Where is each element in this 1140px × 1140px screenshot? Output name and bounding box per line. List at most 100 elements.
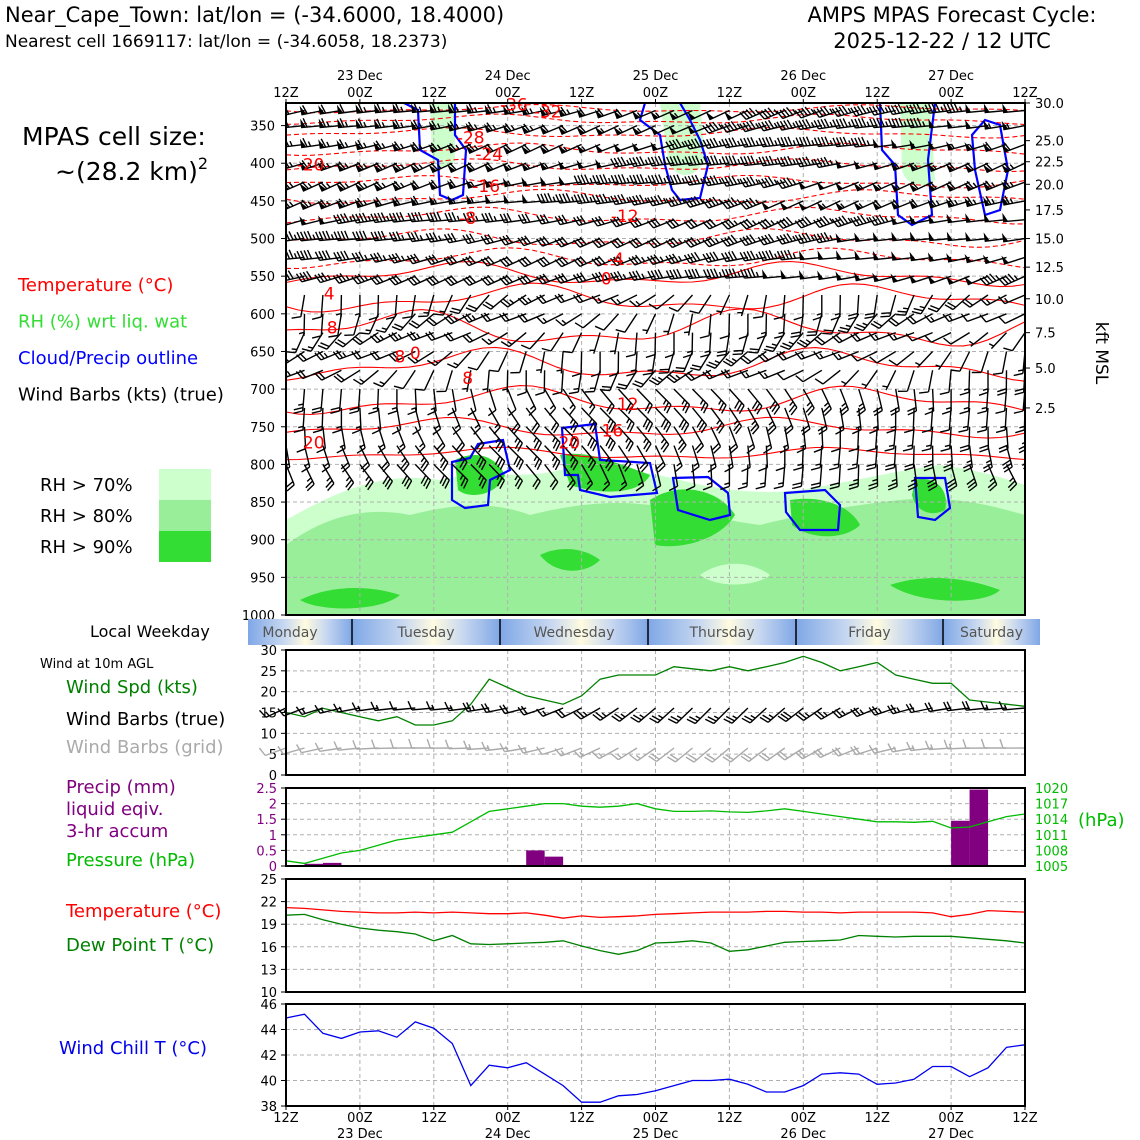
wind-barb xyxy=(286,407,287,417)
wind-barb xyxy=(927,162,952,173)
barb-shaft xyxy=(702,268,730,279)
barb-flag xyxy=(817,250,824,260)
wind-barb xyxy=(813,215,841,229)
barb-shaft xyxy=(388,331,416,342)
barb-shaft xyxy=(984,109,1007,114)
wind-barb xyxy=(359,463,374,491)
wind-barb xyxy=(599,407,617,433)
barb-shaft xyxy=(709,109,730,121)
wind-barb xyxy=(739,107,767,121)
wind-barb xyxy=(905,331,933,342)
wind-barb xyxy=(609,255,638,267)
barb-shaft xyxy=(377,445,391,473)
barb-shaft xyxy=(628,270,656,281)
wind-barb xyxy=(758,249,785,261)
wind-barb xyxy=(997,273,1025,286)
wind-barb xyxy=(555,313,582,327)
barb-shaft xyxy=(763,332,786,353)
barb-flag xyxy=(299,182,308,192)
barb-shaft xyxy=(646,254,675,266)
time-tick-label: 00Z xyxy=(347,1111,373,1126)
temperature-contour xyxy=(286,188,1025,205)
wind-barb xyxy=(872,232,896,242)
barb-shaft xyxy=(720,464,731,491)
barb-shaft xyxy=(536,273,564,285)
precip-bar xyxy=(322,862,342,866)
barb-shaft xyxy=(610,193,638,206)
barb-shaft xyxy=(841,369,860,387)
barb-shaft xyxy=(462,702,490,713)
wind-barb xyxy=(466,194,490,205)
wind-barb xyxy=(554,256,582,268)
surface-wind-barb xyxy=(998,701,1026,711)
barb-shaft xyxy=(573,193,601,205)
barb-flag xyxy=(318,215,325,225)
barb-shaft xyxy=(634,109,656,120)
wind-barb xyxy=(983,103,1007,114)
wind-barb xyxy=(668,294,694,312)
wind-barb xyxy=(414,426,426,454)
barb-shaft xyxy=(819,181,841,191)
barb-flag xyxy=(373,163,382,173)
wind-barb xyxy=(333,369,361,383)
barb-shaft xyxy=(884,426,897,452)
barb-flag xyxy=(1002,212,1009,222)
wind-barb xyxy=(377,463,393,490)
surface-wind-barb xyxy=(795,707,823,721)
barb-shaft xyxy=(850,214,878,227)
wind-barb xyxy=(373,369,398,388)
wind-barb xyxy=(683,313,694,336)
wind-barb xyxy=(1002,212,1025,223)
barb-shaft xyxy=(351,212,379,224)
wind-barb xyxy=(286,350,305,364)
barb-flag xyxy=(908,200,917,209)
barb-shaft xyxy=(467,351,490,371)
barb-shaft xyxy=(525,407,540,434)
wind-barb xyxy=(897,370,915,392)
grid-wind-barb xyxy=(481,741,508,752)
barb-shaft xyxy=(572,293,601,304)
wind-barb xyxy=(674,351,694,373)
barb-shaft xyxy=(978,370,989,396)
barb-shaft xyxy=(813,136,841,148)
precip-bar xyxy=(526,850,545,866)
barb-shaft xyxy=(987,464,998,492)
rh-legend-label: RH > 90% xyxy=(40,537,133,558)
wind-barb xyxy=(446,142,472,154)
wind-barb xyxy=(465,294,490,313)
windchill-legend: Wind Chill T (°C) xyxy=(59,1038,207,1059)
barb-shaft xyxy=(615,108,638,120)
wind-barb xyxy=(433,426,446,454)
barb-shaft xyxy=(838,200,859,211)
wind-barb xyxy=(813,118,841,130)
wind-barb xyxy=(773,464,786,490)
barb-shaft xyxy=(911,294,934,315)
wind-barb xyxy=(702,218,730,230)
barb-shaft xyxy=(447,351,472,369)
wind-barb xyxy=(568,370,583,395)
wind-barb xyxy=(536,235,564,247)
surface-wind-barb xyxy=(813,707,841,720)
barb-flag xyxy=(576,159,584,169)
wind-barb xyxy=(507,407,521,435)
wind-barb xyxy=(793,445,804,471)
temperature-contour-label: -16 xyxy=(472,177,500,197)
barb-flag xyxy=(871,182,881,192)
surface-wind-barb xyxy=(887,704,915,715)
barb-shaft xyxy=(517,313,545,323)
barb-shaft xyxy=(418,294,435,318)
wind-barb xyxy=(296,230,323,242)
barb-shaft xyxy=(847,445,860,471)
right-tick-label: 1008 xyxy=(1035,844,1068,859)
grid-wind-barb xyxy=(463,740,490,751)
barb-shaft xyxy=(599,407,617,433)
barb-shaft xyxy=(930,162,952,173)
barb-shaft xyxy=(258,707,287,718)
wind-barb xyxy=(909,231,933,242)
barb-shaft xyxy=(430,162,453,174)
barb-flag xyxy=(465,163,474,173)
height-tick-label: 20.0 xyxy=(1035,178,1064,193)
barb-flag xyxy=(466,104,473,114)
barb-flag xyxy=(927,214,935,224)
barb-shaft xyxy=(943,332,970,345)
